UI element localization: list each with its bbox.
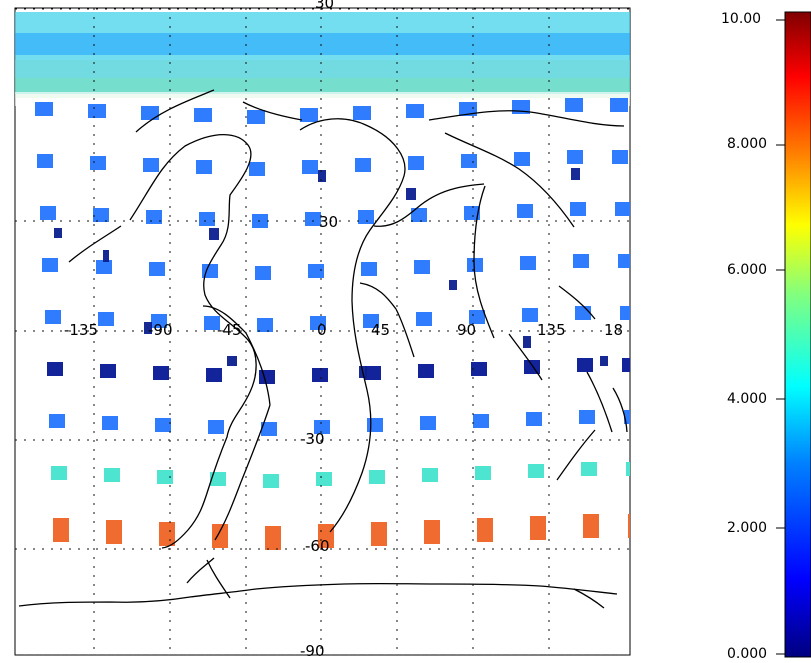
upper-latitude-label: 30 xyxy=(319,213,338,231)
lon-label-edge: 18 xyxy=(604,321,623,339)
lon-label-0: 0 xyxy=(317,321,327,339)
colorbar-label-10: 10.00 xyxy=(721,11,761,27)
top-latitude-label: 30 xyxy=(315,0,334,12)
high-latitude-band xyxy=(15,12,630,106)
colorbar-labels: 10.00 8.000 6.000 4.000 2.000 0.000 xyxy=(721,11,767,662)
colorbar-label-6: 6.000 xyxy=(727,262,767,278)
colorbar-label-4: 4.000 xyxy=(727,391,767,407)
colorbar xyxy=(784,11,811,658)
lon-label-90w: -90 xyxy=(148,321,173,339)
lower-latitude-label: -30 xyxy=(300,430,325,448)
lon-label-135e: 135 xyxy=(537,321,566,339)
southern-latitude-label: -60 xyxy=(305,537,330,555)
coastlines xyxy=(18,89,628,609)
lon-label-90e: 90 xyxy=(457,321,476,339)
lon-label-135w: -135 xyxy=(64,321,98,339)
lon-label-45e: 45 xyxy=(371,321,390,339)
map-content xyxy=(15,8,630,655)
lon-label-45w: -45 xyxy=(217,321,242,339)
map-labels: 30 30 -30 -60 -90 -135 -90 -45 0 45 90 1… xyxy=(64,0,623,660)
colorbar-label-2: 2.000 xyxy=(727,520,767,536)
satellite-swaths xyxy=(35,98,630,550)
gridlines xyxy=(15,8,630,655)
colorbar-ticks xyxy=(776,19,785,655)
colorbar-label-8: 8.000 xyxy=(727,136,767,152)
colorbar-label-0: 0.000 xyxy=(727,646,767,662)
bottom-latitude-label: -90 xyxy=(300,642,325,660)
